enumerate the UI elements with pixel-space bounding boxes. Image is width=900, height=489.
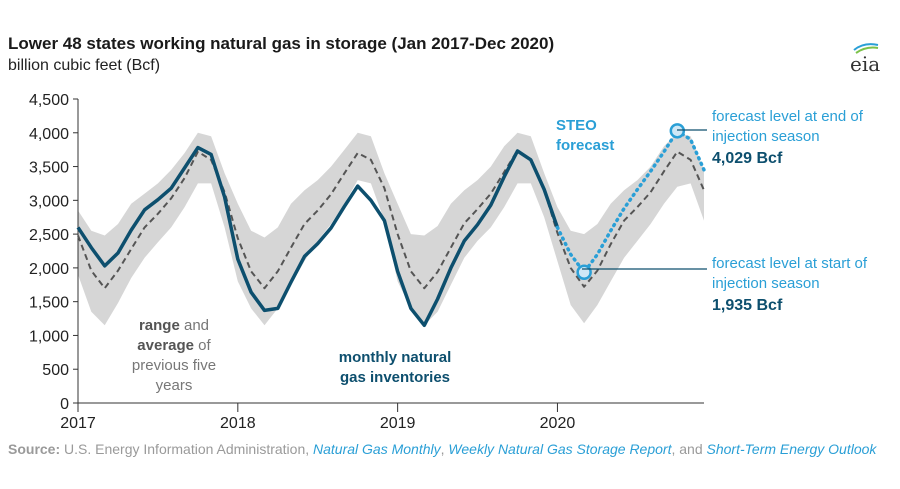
y-tick-label: 2,000	[29, 261, 69, 278]
end-callout-line2: injection season	[712, 128, 820, 145]
range-label-line4: years	[156, 377, 193, 394]
y-tick-label: 1,500	[29, 295, 69, 312]
x-tick-label: 2018	[220, 415, 256, 432]
y-tick-label: 2,500	[29, 227, 69, 244]
source-text-3: , and	[671, 441, 707, 457]
steo-label-line2: forecast	[556, 137, 614, 154]
storage-chart: 0 500 1,000 1,500 2,000 2,500 3,000 3,500 4,000 4…	[29, 92, 868, 432]
x-tick-label: 2017	[60, 415, 96, 432]
y-tick-label: 3,000	[29, 193, 69, 210]
average-label-bold: average	[137, 337, 194, 354]
y-tick-label: 4,500	[29, 92, 69, 109]
monthly-label-line1: monthly natural	[339, 349, 452, 366]
y-tick-label: 1,000	[29, 328, 69, 345]
range-label-rest: and	[180, 317, 209, 334]
range-label-bold: range	[139, 317, 180, 334]
y-tick-label: 0	[60, 396, 69, 413]
start-callout-line2: injection season	[712, 275, 820, 292]
range-band-layer	[78, 132, 704, 326]
series-line-solid	[76, 145, 560, 328]
axes-layer: 0 500 1,000 1,500 2,000 2,500 3,000 3,500 4,000 4…	[29, 92, 704, 432]
marker-layer	[576, 123, 686, 281]
range-band	[78, 132, 704, 326]
end-callout-value: 4,029 Bcf	[712, 150, 783, 167]
y-tick-label: 4,000	[29, 126, 69, 143]
monthly-label-line2: gas inventories	[340, 369, 450, 386]
source-link-short-term-energy-outlook[interactable]: Short-Term Energy Outlook	[706, 441, 877, 457]
source-link-weekly-storage-report[interactable]: Weekly Natural Gas Storage Report	[448, 441, 672, 457]
average-label-rest: of	[194, 337, 212, 354]
end-callout-line1: forecast level at end of	[712, 108, 864, 125]
y-tick-label: 500	[42, 362, 69, 379]
eia-logo: eia	[848, 40, 888, 76]
eia-logo-swoosh-icon	[853, 43, 879, 54]
source-link-natural-gas-monthly[interactable]: Natural Gas Monthly	[313, 441, 441, 457]
source-text-1: U.S. Energy Information Administration,	[60, 441, 314, 457]
steo-label-line1: STEO	[556, 117, 597, 134]
series-line-dashed	[77, 149, 705, 290]
forecast-marker	[669, 123, 686, 139]
start-callout-line1: forecast level at start of	[712, 255, 868, 272]
range-label-line1: range and	[139, 317, 209, 334]
eia-logo-text: eia	[850, 52, 881, 76]
source-label: Source:	[8, 441, 61, 457]
start-callout-value: 1,935 Bcf	[712, 297, 783, 314]
x-tick-label: 2020	[540, 415, 576, 432]
source-text-2: ,	[440, 441, 449, 457]
range-label-line3: previous five	[132, 357, 216, 374]
x-tick-label: 2019	[380, 415, 416, 432]
chart-title: Lower 48 states working natural gas in s…	[8, 34, 555, 53]
range-label-line2: average of	[137, 337, 211, 354]
y-tick-label: 3,500	[29, 160, 69, 177]
chart-subtitle: billion cubic feet (Bcf)	[8, 57, 161, 74]
source-note: Source: U.S. Energy Information Administ…	[8, 440, 898, 458]
forecast-marker	[576, 264, 592, 281]
